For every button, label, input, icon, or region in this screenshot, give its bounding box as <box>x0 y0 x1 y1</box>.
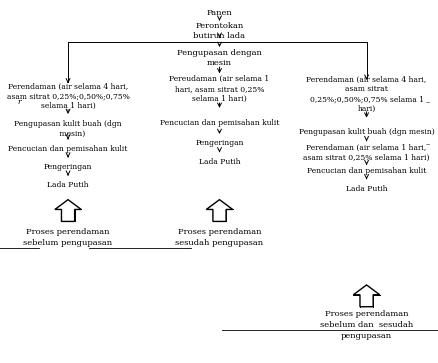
Text: Perendaman (air selama 4 hari,
asam sitrat 0,25%;0,50%;0,75%
selama 1 hari): Perendaman (air selama 4 hari, asam sitr… <box>7 82 129 110</box>
Text: Lada Putih: Lada Putih <box>47 181 88 189</box>
Text: Proses perendaman: Proses perendaman <box>324 310 407 318</box>
Text: –: – <box>425 140 429 148</box>
Text: Lada Putih: Lada Putih <box>198 158 240 166</box>
Text: Perendaman (air selama 4 hari,
asam sitrat
0,25%;0,50%;0,75% selama 1
hari): Perendaman (air selama 4 hari, asam sitr… <box>306 76 426 113</box>
Text: Proses perendaman: Proses perendaman <box>26 228 110 236</box>
Text: r: r <box>18 98 21 106</box>
Text: pengupasan: pengupasan <box>340 332 391 340</box>
Text: sebelum dan  sesudah: sebelum dan sesudah <box>319 321 412 329</box>
Text: Pengupasan kulit buah (dgn
    mesin): Pengupasan kulit buah (dgn mesin) <box>14 120 122 138</box>
Text: Proses perendaman: Proses perendaman <box>177 228 261 236</box>
Polygon shape <box>55 200 81 221</box>
Text: Pencucian dan pemisahan kulit: Pencucian dan pemisahan kulit <box>8 145 127 153</box>
Text: Perendaman (air selama 1 hari,
asam sitrat 0,25% selama 1 hari): Perendaman (air selama 1 hari, asam sitr… <box>303 143 429 162</box>
Text: Lada Putih: Lada Putih <box>345 185 386 193</box>
Text: Pengupasan dengan
mesin: Pengupasan dengan mesin <box>177 49 261 67</box>
Text: Pencucian dan pemisahan kulit: Pencucian dan pemisahan kulit <box>306 167 425 175</box>
Text: Pencucian dan pemisahan kulit: Pencucian dan pemisahan kulit <box>159 119 279 127</box>
Text: Pereudaman (air selama 1
hari, asam sitrat 0,25%
selama 1 hari): Pereudaman (air selama 1 hari, asam sitr… <box>169 75 269 103</box>
Text: –: – <box>425 98 429 106</box>
Text: Pengeringan: Pengeringan <box>195 139 243 147</box>
Text: Perontokan
butirun lada: Perontokan butirun lada <box>193 22 245 40</box>
Text: sesudah pengupasan: sesudah pengupasan <box>175 239 263 247</box>
Text: sebelum pengupasan: sebelum pengupasan <box>23 239 113 247</box>
Polygon shape <box>353 285 379 307</box>
Text: Pengupasan kulit buah (dgn mesin): Pengupasan kulit buah (dgn mesin) <box>298 129 434 136</box>
Polygon shape <box>206 200 232 221</box>
Text: Pengeringan: Pengeringan <box>44 163 92 171</box>
Text: Panen: Panen <box>206 9 232 17</box>
